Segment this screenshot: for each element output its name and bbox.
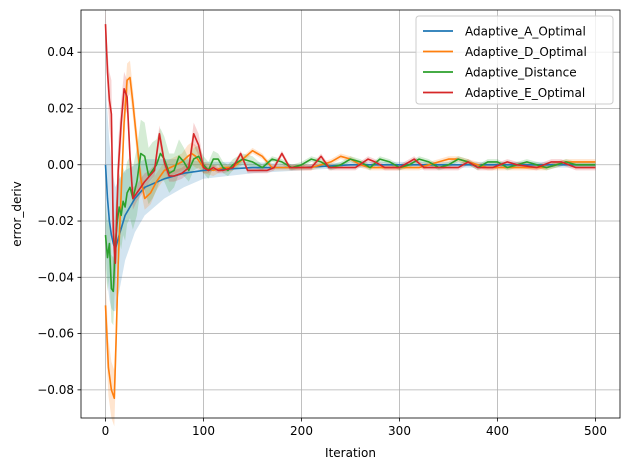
legend-frame: [415, 15, 614, 105]
series-lines: [104, 24, 596, 400]
x-tick-label: 500: [584, 424, 607, 438]
x-axis-ticks: 0 100 200 300 400 500: [102, 418, 607, 438]
legend: Adaptive_A_Optimal Adaptive_D_Optimal Adap…: [415, 15, 614, 105]
y-tick-label: 0.02: [47, 101, 74, 115]
legend-label-adaptive-distance: Adaptive_Distance: [465, 66, 577, 80]
x-tick-label: 0: [102, 424, 110, 438]
y-tick-label: −0.02: [37, 214, 74, 228]
y-axis-ticks: −0.08 −0.06 −0.04 −0.02 0.00 0.02 0.04: [37, 45, 81, 397]
series-line-adaptive-e-optimal: [104, 24, 596, 265]
legend-label-adaptive-a-optimal: Adaptive_A_Optimal: [465, 25, 586, 39]
legend-label-adaptive-e-optimal: Adaptive_E_Optimal: [465, 86, 585, 100]
x-tick-label: 400: [486, 424, 509, 438]
y-axis-label: error_deriv: [10, 181, 24, 246]
y-tick-label: −0.08: [37, 383, 74, 397]
y-tick-label: −0.04: [37, 270, 74, 284]
x-axis-label: Iteration: [325, 446, 376, 460]
axes-frame: [80, 9, 621, 419]
y-tick-label: 0.00: [47, 158, 74, 172]
y-tick-label: −0.06: [37, 327, 74, 341]
series-line-adaptive-a-optimal: [104, 164, 596, 250]
y-tick-label: 0.04: [47, 45, 74, 59]
legend-label-adaptive-d-optimal: Adaptive_D_Optimal: [465, 45, 587, 59]
x-tick-label: 100: [192, 424, 215, 438]
x-tick-label: 200: [290, 424, 313, 438]
x-tick-label: 300: [388, 424, 411, 438]
